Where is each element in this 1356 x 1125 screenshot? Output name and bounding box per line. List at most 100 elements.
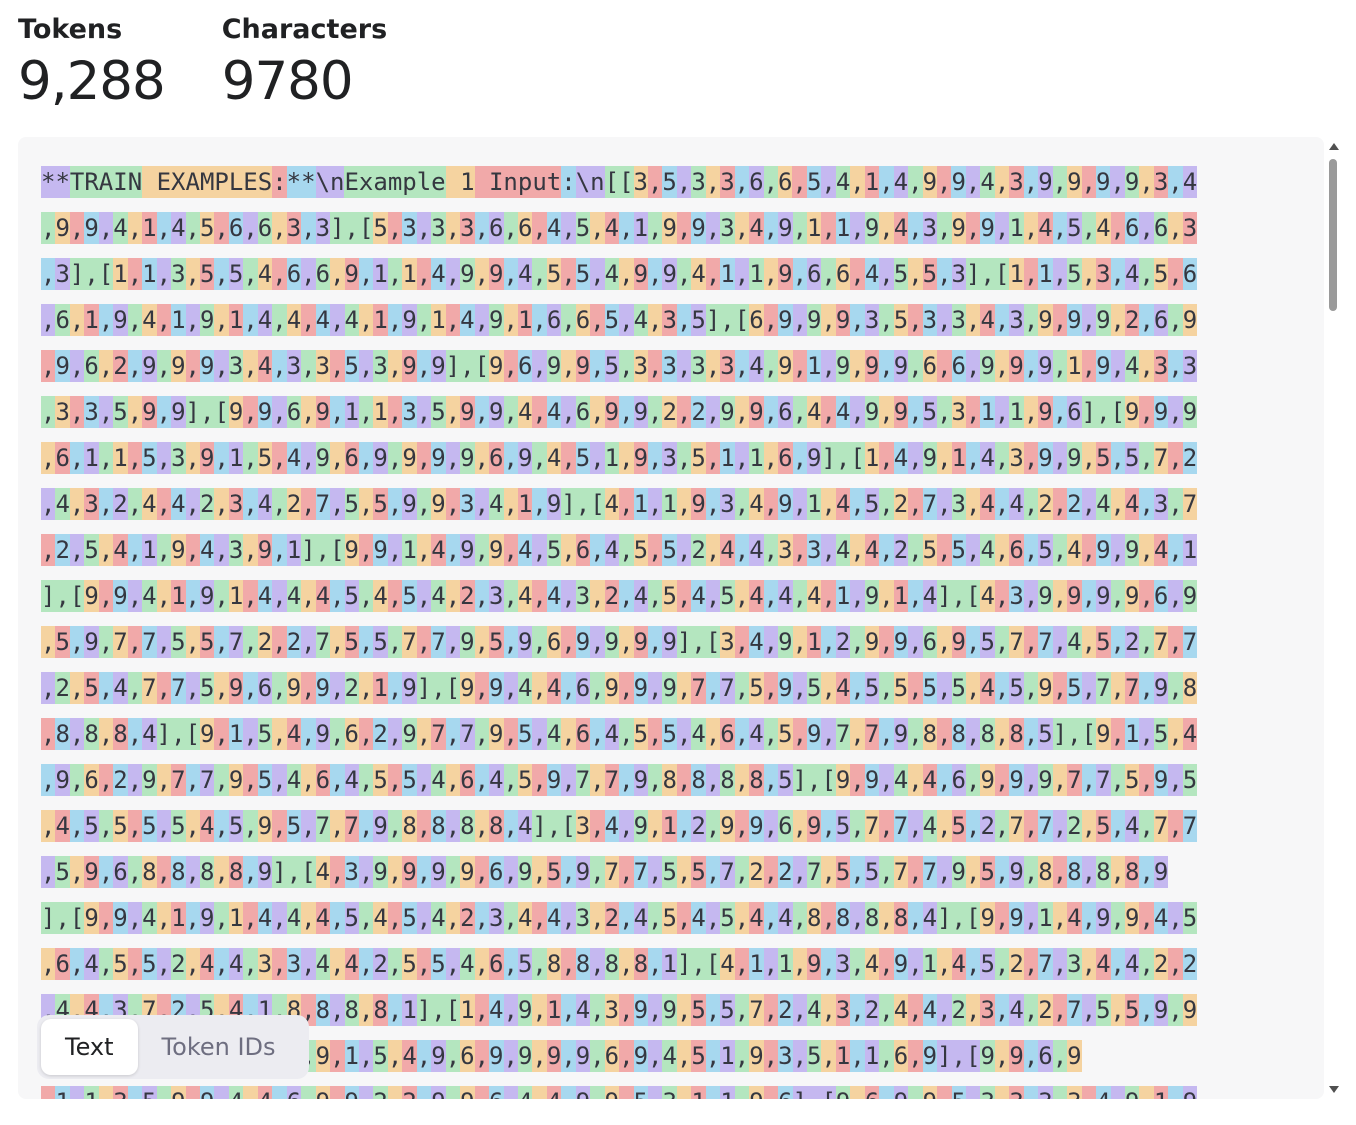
token: , [1139, 672, 1154, 704]
token: 2 [1038, 488, 1053, 520]
token: , [619, 856, 634, 888]
token: 9 [691, 488, 706, 520]
token: , [705, 856, 721, 888]
token: 6 [315, 258, 331, 290]
token: 6 [1067, 396, 1082, 428]
token: 4 [286, 902, 302, 934]
token: 9 [778, 672, 793, 704]
token: , [734, 488, 750, 520]
token: , [676, 1040, 692, 1072]
token: , [792, 718, 808, 750]
token: , [676, 856, 692, 888]
token: , [185, 948, 200, 980]
token: 1 [286, 534, 302, 566]
token: 8 [1124, 856, 1140, 888]
token: , [474, 258, 490, 290]
token: , [156, 810, 172, 842]
token: 9 [1182, 580, 1198, 612]
token: , [676, 350, 692, 382]
token: , [850, 350, 865, 382]
token: , [705, 1086, 721, 1099]
token: 3 [835, 994, 851, 1026]
token: , [994, 442, 1010, 474]
token: , [214, 764, 229, 796]
token: 4 [1096, 212, 1111, 244]
token: 3 [84, 396, 99, 428]
token: , [301, 350, 316, 382]
token: 1 [171, 902, 186, 934]
token: 4 [893, 212, 909, 244]
token: , [69, 810, 85, 842]
token: \n [575, 166, 605, 198]
token: 9 [633, 764, 649, 796]
tokenized-text-panel[interactable]: **TRAIN EXAMPLES:**\nExample 1 Input:\n[… [18, 137, 1324, 1099]
token: 7 [431, 718, 446, 750]
token: 4 [633, 304, 649, 336]
token: 5 [691, 994, 706, 1026]
token: 3 [951, 396, 966, 428]
token: 3 [1009, 442, 1024, 474]
token: 5 [546, 258, 562, 290]
token: , [243, 488, 258, 520]
token: , [387, 258, 403, 290]
token: , [966, 350, 981, 382]
token: , [1023, 672, 1039, 704]
token: , [1139, 718, 1154, 750]
token: 4 [749, 212, 764, 244]
token: 2 [778, 856, 793, 888]
token: 5 [662, 166, 677, 198]
token: 5 [662, 856, 677, 888]
token: , [156, 856, 172, 888]
token: : [272, 166, 287, 198]
token: , [619, 672, 634, 704]
token: 4 [604, 488, 620, 520]
vertical-scrollbar[interactable] [1324, 137, 1342, 1099]
token: , [1139, 856, 1154, 888]
token: 9 [1182, 1086, 1198, 1099]
token: 5 [633, 718, 649, 750]
token: , [445, 304, 461, 336]
token: , [156, 488, 172, 520]
token: , [734, 1086, 750, 1099]
token-line: ,6,1,1,5,3,9,1,5,4,9,6,9,9,9,9,6,9,4,5,1… [41, 435, 1287, 481]
token: , [69, 304, 85, 336]
token: 9 [402, 442, 417, 474]
token: , [301, 212, 316, 244]
token: , [416, 718, 432, 750]
token: , [387, 350, 403, 382]
token: 2 [691, 396, 706, 428]
token-ids-view-button[interactable]: Token IDs [161, 1033, 276, 1061]
token: 5 [662, 580, 677, 612]
token: 6 [460, 764, 475, 796]
scroll-up-arrow-icon[interactable] [1329, 143, 1339, 150]
text-view-button[interactable]: Text [41, 1019, 138, 1075]
token: 4 [864, 534, 880, 566]
token: , [619, 994, 634, 1026]
token: , [416, 258, 432, 290]
token: 3 [55, 258, 70, 290]
token: 3 [1096, 258, 1111, 290]
token: 5 [199, 626, 215, 658]
scrollbar-thumb[interactable] [1329, 159, 1337, 311]
token: 1 [228, 580, 244, 612]
token: , [734, 350, 750, 382]
token: , [127, 672, 143, 704]
token: , [1168, 212, 1183, 244]
token: , [763, 534, 779, 566]
token: 5 [980, 626, 995, 658]
token: 4 [489, 764, 504, 796]
token: , [879, 718, 894, 750]
token: 9 [951, 856, 966, 888]
token: 9 [517, 856, 533, 888]
token: , [966, 212, 981, 244]
token: , [185, 488, 200, 520]
scroll-down-arrow-icon[interactable] [1329, 1086, 1339, 1093]
token: , [301, 902, 316, 934]
token: , [330, 764, 345, 796]
token: , [243, 626, 258, 658]
token: , [850, 856, 865, 888]
token: 1 [113, 442, 128, 474]
token: , [676, 672, 692, 704]
token: , [850, 534, 865, 566]
token: 6 [575, 304, 591, 336]
